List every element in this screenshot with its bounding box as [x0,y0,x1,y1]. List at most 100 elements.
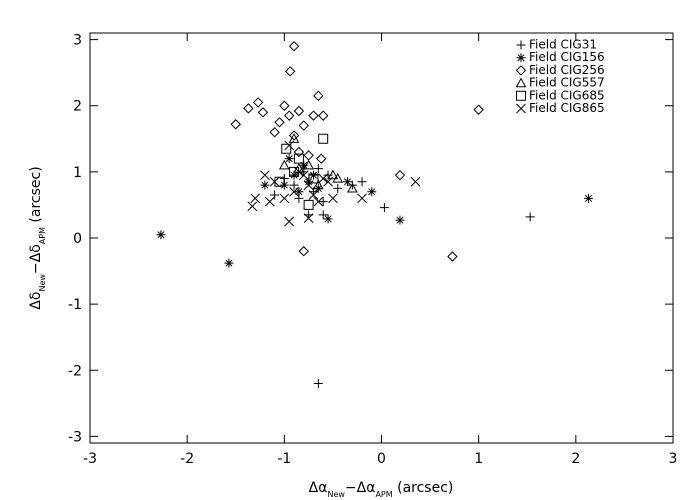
x-tick-label: -1 [277,451,291,467]
y-tick-label: -3 [68,429,82,445]
data-point [270,190,280,200]
data-point [583,193,593,203]
data-point [357,177,367,187]
data-point [347,180,357,190]
legend-symbol [516,103,526,114]
data-point [303,213,314,224]
legend-label: Field CIG685 [529,88,605,102]
label-text: Δα [309,480,328,496]
legend-label: Field CIG256 [529,63,605,77]
data-point [269,126,280,138]
data-point [289,186,299,197]
data-point [284,66,296,77]
data-point [342,177,352,187]
legend-label: Field CIG557 [529,76,605,90]
data-point [357,193,367,204]
data-point [410,176,421,187]
data-point [318,210,328,220]
data-point [317,110,329,121]
data-point [279,193,290,204]
data-point [289,166,300,177]
y-tick-label: 1 [73,165,82,181]
data-point [323,214,333,224]
x-tick-label: 2 [571,451,580,467]
x-tick-label: 0 [377,451,386,467]
legend-label: Field CIG31 [529,38,597,52]
data-point [247,201,258,212]
data-point [328,193,338,204]
label-text: −Δδ [28,244,44,274]
data-point [367,187,377,197]
y-axis-label: ΔδNew−ΔδAPM (arcsec) [28,166,47,309]
data-point [260,180,270,190]
data-point [289,170,299,180]
x-tick-label: -2 [180,451,194,467]
data-point [298,170,309,181]
data-point [473,104,484,115]
data-point [525,212,535,222]
data-point [323,176,333,187]
data-point [303,150,314,161]
data-point [278,159,290,170]
legend-symbol [516,40,526,50]
data-point [294,187,304,197]
data-point [379,203,389,213]
data-point [318,173,329,184]
data-point [327,169,339,180]
data-point [294,167,304,177]
data-point [316,153,327,164]
y-tick-label: -1 [68,297,82,313]
data-point [333,183,343,193]
label-text: (arcsec) [28,166,44,227]
data-point [260,170,270,181]
data-point [347,182,358,193]
data-point [313,90,324,102]
legend-label: Field CIG156 [529,50,605,64]
legend-symbol [515,65,527,76]
data-point [298,246,309,257]
data-point [313,378,323,388]
data-point [288,130,300,141]
data-point [250,193,261,204]
data-point [243,103,254,114]
data-point [257,107,269,118]
data-point [279,100,290,111]
data-point [288,133,300,143]
data-point [224,258,234,268]
data-point [447,251,458,262]
data-point [252,97,264,108]
data-point [288,41,300,52]
data-point [323,170,333,180]
data-point [264,196,275,207]
legend-symbol [516,90,526,101]
data-point [332,172,344,183]
data-point [269,176,280,187]
data-point [156,230,166,240]
label-subscript: New [327,490,345,499]
data-point [284,216,295,227]
data-point [289,180,299,190]
x-axis-label: ΔαNew−ΔαAPM (arcsec) [309,480,454,499]
label-subscript: New [38,274,47,292]
data-point [284,140,295,151]
data-point [293,146,305,158]
data-point [293,153,304,164]
legend-symbol [515,77,527,88]
x-tick-label: 1 [474,451,483,467]
data-point [394,169,406,181]
data-point [274,176,285,187]
data-point [299,160,309,170]
data-point [395,215,405,225]
x-tick-label: 3 [669,451,678,467]
y-tick-label: 2 [73,99,82,115]
data-point [313,164,323,174]
data-point [318,197,328,207]
legend-label: Field CIG865 [529,101,605,115]
data-point [308,190,319,200]
data-point [308,170,318,180]
y-tick-label: -2 [68,363,82,379]
label-subscript: APM [38,227,47,244]
data-point [303,199,314,210]
data-point [284,154,294,164]
data-point [298,120,309,131]
